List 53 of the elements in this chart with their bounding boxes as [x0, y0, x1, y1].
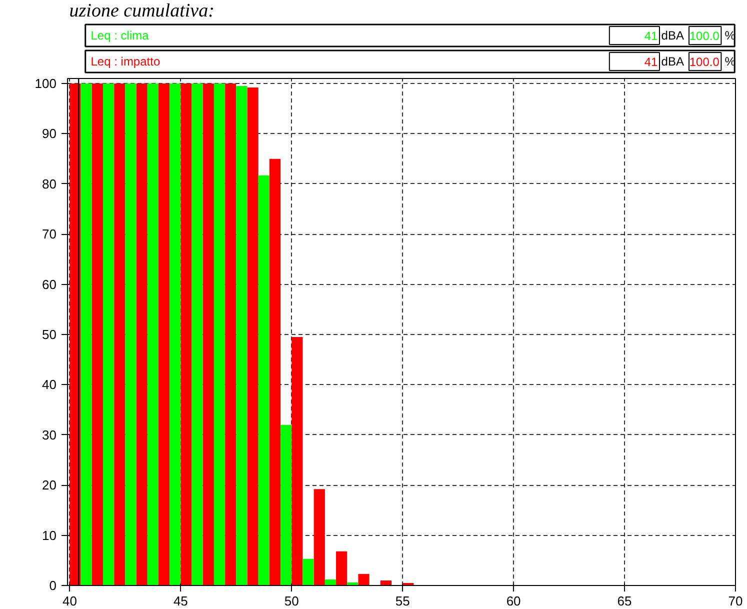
- bar: [147, 84, 158, 586]
- y-tick-label: 10: [42, 528, 57, 543]
- text: 100.0: [689, 55, 720, 69]
- bar: [324, 579, 336, 586]
- y-tick-label: 20: [42, 478, 57, 493]
- x-tick-label: 55: [395, 594, 410, 608]
- x-tick-label: 65: [617, 594, 632, 608]
- bar: [202, 84, 214, 586]
- bar: [292, 337, 303, 586]
- bar: [192, 84, 203, 586]
- bar: [170, 84, 181, 586]
- bar: [225, 84, 236, 586]
- bar: [302, 558, 314, 586]
- bar: [136, 84, 148, 586]
- x-tick-label: 60: [506, 594, 521, 608]
- bar: [258, 175, 270, 586]
- text: dBA: [661, 54, 684, 68]
- chart-title: uzione cumulativa:: [69, 0, 214, 22]
- bar: [92, 84, 104, 586]
- bar: [103, 84, 114, 586]
- y-tick-label: 100: [34, 76, 57, 92]
- bar: [280, 424, 292, 586]
- bar: [214, 84, 226, 586]
- y-tick-label: 0: [49, 578, 57, 593]
- text: Leq : clima: [90, 28, 150, 42]
- y-tick-label: 70: [42, 226, 57, 242]
- bar: [70, 84, 81, 586]
- x-tick-label: 45: [173, 594, 188, 608]
- text: dBA: [661, 28, 684, 42]
- y-tick-label: 90: [42, 126, 57, 142]
- x-tick-label: 40: [62, 594, 77, 608]
- y-tick-label: 50: [42, 327, 57, 342]
- bar: [158, 84, 170, 586]
- x-tick-label: 70: [728, 594, 743, 608]
- bar: [336, 551, 348, 586]
- bar: [80, 84, 92, 586]
- y-tick-label: 60: [42, 276, 57, 292]
- bar: [247, 88, 258, 586]
- text: 100.0: [689, 29, 720, 43]
- y-tick-label: 40: [42, 377, 57, 392]
- bar: [180, 84, 192, 586]
- text: 41: [644, 55, 658, 69]
- bar: [269, 158, 281, 586]
- y-tick-label: 80: [42, 176, 57, 192]
- x-tick-label: 50: [284, 594, 299, 608]
- bar: [125, 84, 136, 586]
- bar: [236, 86, 248, 586]
- bar: [314, 489, 325, 586]
- text: 41: [644, 29, 658, 43]
- series-label: Leq : impatto: [90, 54, 160, 68]
- bar: [358, 574, 370, 586]
- bar: [114, 84, 126, 586]
- y-tick-label: 30: [42, 427, 57, 442]
